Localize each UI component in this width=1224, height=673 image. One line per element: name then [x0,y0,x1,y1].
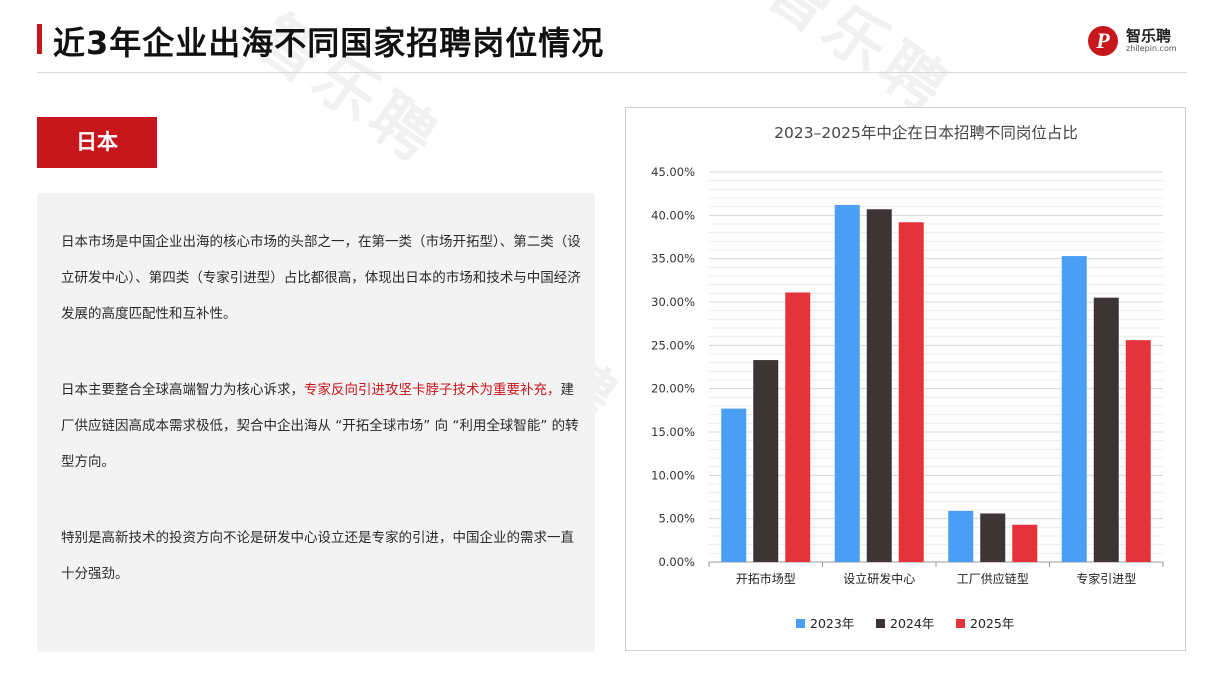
bar-2 [866,209,892,562]
x-tick-label: 工厂供应链型 [957,571,1029,586]
legend-swatch [796,619,805,628]
legend-label: 2024年 [890,616,934,631]
chart-title: 2023–2025年中企在日本招聘不同岗位占比 [774,124,1078,142]
title-accent-bar [37,24,42,54]
x-tick-label: 设立研发中心 [843,571,915,586]
chart-container: 2023–2025年中企在日本招聘不同岗位占比 0.00% 5.00% 10.00% 1… [625,107,1186,651]
bar-1 [1061,256,1087,562]
y-tick-label: 35.00% [651,252,695,266]
paragraph-2-lead: 日本主要整合全球高端智力为核心诉求， [61,382,304,398]
bar-2 [980,513,1006,562]
paragraph-1: 日本市场是中国企业出海的核心市场的头部之一，在第一类（市场开拓型）、第二类（设立… [61,234,581,322]
x-tick-label: 开拓市场型 [736,571,796,586]
bar-chart: 2023–2025年中企在日本招聘不同岗位占比 0.00% 5.00% 10.00% 1… [651,124,1164,631]
bar-3 [1012,524,1038,562]
y-tick-label: 10.00% [651,468,695,482]
paragraph-2-highlight: 专家反向引进攻坚卡脖子技术为重要补充， [304,382,561,398]
logo-icon: P [1088,26,1118,56]
legend-label: 2025年 [970,616,1014,631]
paragraph-2-tail: 建厂供应链因高成本需求极低，契合中企出海从 “开拓全球市场” 向 “利用全球智能… [61,382,579,470]
brand-logo: P 智乐聘 zhilepin.com [1088,26,1188,56]
bar-2 [753,360,779,562]
y-tick-label: 30.00% [651,295,695,309]
header-divider [37,72,1187,73]
y-tick-label: 0.00% [658,555,695,569]
logo-name: 智乐聘 [1126,27,1172,45]
x-tick-label: 专家引进型 [1076,571,1136,586]
legend-label: 2023年 [810,616,854,631]
paragraph-2: 日本主要整合全球高端智力为核心诉求，专家反向引进攻坚卡脖子技术为重要补充，建厂供… [61,372,581,480]
country-tag: 日本 [37,117,157,168]
y-tick-label: 5.00% [658,512,695,526]
bar-3 [898,222,924,562]
legend-swatch [876,619,885,628]
paragraph-3: 特别是高新技术的投资方向不论是研发中心设立还是专家的引进，中国企业的需求一直十分… [61,530,574,582]
bar-1 [948,510,974,562]
y-tick-label: 20.00% [651,382,695,396]
bar-1 [834,204,860,562]
bar-1 [721,408,747,562]
logo-domain: zhilepin.com [1126,44,1177,53]
bar-2 [1093,297,1119,562]
y-tick-label: 45.00% [651,165,695,179]
bar-3 [785,292,811,562]
y-tick-label: 15.00% [651,425,695,439]
bar-3 [1125,340,1151,562]
page-title: 近3年企业出海不同国家招聘岗位情况 [53,24,605,62]
y-tick-label: 25.00% [651,338,695,352]
y-tick-label: 40.00% [651,208,695,222]
legend-swatch [956,619,965,628]
description-panel: 日本市场是中国企业出海的核心市场的头部之一，在第一类（市场开拓型）、第二类（设立… [37,193,595,652]
